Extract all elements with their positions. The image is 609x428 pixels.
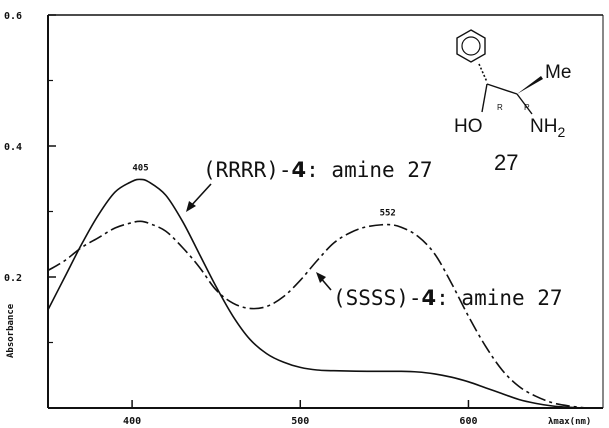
benzene-ring — [456, 29, 486, 63]
methyl-label: Me — [545, 62, 571, 83]
annotation-ssss-compound: 4 — [422, 286, 437, 310]
y-axis-title: Absorbance — [6, 303, 16, 358]
y-tick-label: 0.6 — [4, 11, 22, 22]
arrow-ssss — [316, 272, 332, 291]
series-line-rrrr — [47, 178, 587, 409]
y-tick-label: 0.2 — [4, 273, 22, 284]
annotation-rrrr: (RRRR)-4: amine 27 — [203, 158, 433, 182]
peak-label: 552 — [380, 209, 396, 219]
c-c-bond — [486, 83, 518, 95]
peak-labels: 405 552 — [132, 163, 395, 218]
amine-label-sub: 2 — [557, 124, 565, 140]
annotation-rrrr-prefix: (RRRR)- — [203, 158, 292, 182]
annotation-rrrr-compound: 4 — [292, 158, 307, 182]
chart-axes — [47, 14, 604, 409]
hydroxyl-label: HO — [454, 116, 483, 137]
chart-ticks: 0.2 0.4 0.6 400 500 600 — [4, 11, 477, 427]
annotation-rrrr-suffix: : amine 27 — [306, 158, 432, 182]
x-tick-label: 600 — [459, 416, 477, 427]
stereo-label-left: R — [497, 103, 503, 112]
benzene-ring-inner — [461, 36, 481, 56]
chart-series — [47, 178, 587, 409]
amine-label: NH2 — [530, 116, 565, 140]
x-tick-label: 400 — [123, 416, 141, 427]
y-tick-label: 0.4 — [4, 142, 22, 153]
compound-number: 27 — [494, 150, 518, 175]
wedge-bond — [517, 76, 543, 94]
c-oh-bond — [481, 83, 488, 113]
arrow-rrrr — [186, 183, 212, 212]
chemical-structure: Me HO NH2 R R 27 — [454, 29, 571, 175]
peak-label: 405 — [132, 163, 148, 173]
stereo-label-right: R — [524, 103, 530, 112]
c-nh2-bond — [516, 93, 533, 115]
x-axis-title: λmax(nm) — [548, 417, 591, 427]
annotation-ssss-prefix: (SSSS)- — [333, 286, 422, 310]
series-line-ssss — [47, 220, 587, 409]
amine-label-main: NH — [530, 116, 557, 137]
hashed-bond — [478, 63, 488, 83]
x-tick-label: 500 — [291, 416, 309, 427]
annotation-ssss: (SSSS)-4: amine 27 — [333, 286, 563, 310]
annotation-ssss-suffix: : amine 27 — [436, 286, 562, 310]
